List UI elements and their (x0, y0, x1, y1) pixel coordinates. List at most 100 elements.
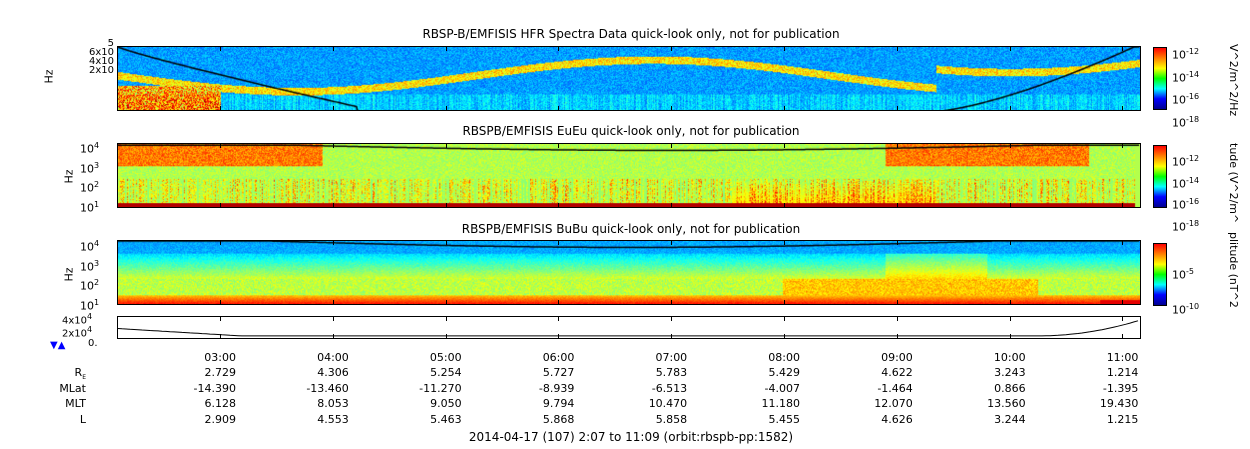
x-tick-mark (332, 334, 334, 339)
ephemeris-value: 5.868 (542, 412, 575, 426)
x-tick-mark (445, 334, 447, 339)
ephemeris-value: 19.430 (1099, 397, 1139, 410)
ephemeris-value: 5.727 (542, 366, 575, 379)
x-tick-mark (220, 106, 221, 111)
bubu-colorbar-ticks: 10-5 10-10 (1172, 267, 1200, 317)
x-tick-label: 11:00 (1106, 351, 1139, 364)
x-tick-mark (671, 203, 673, 208)
hfr-ylabel: Hz (42, 69, 56, 84)
x-tick-mark (558, 46, 560, 51)
x-tick-mark (220, 240, 221, 245)
ephemeris-value: 5.783 (655, 366, 688, 379)
x-tick-mark (671, 300, 673, 305)
ephemeris-value: 1.214 (1106, 366, 1139, 379)
ephemeris-value: -13.460 (306, 381, 349, 395)
x-tick-label: 10:00 (993, 351, 1026, 364)
x-tick-mark (220, 143, 221, 148)
ephemeris-value: 5.463 (430, 412, 462, 426)
x-tick-mark (445, 106, 447, 111)
x-tick-mark (671, 46, 673, 51)
x-tick-mark (896, 143, 898, 148)
ephemeris-value: 6.128 (204, 397, 237, 410)
x-tick-mark (220, 334, 221, 339)
eueu-colorbar (1153, 145, 1167, 208)
x-tick-mark (445, 143, 447, 148)
x-tick-mark (1122, 240, 1124, 245)
orbit-yticks: 4x104 2x104 0. (62, 312, 98, 349)
ephemeris-value: 10.470 (648, 397, 688, 410)
x-tick-mark (896, 240, 898, 245)
x-tick-mark (896, 334, 898, 339)
x-tick-mark (220, 203, 221, 208)
bubu-colorbar (1153, 243, 1167, 306)
ephemeris-value: -1.395 (1102, 381, 1139, 395)
x-tick-mark (1009, 334, 1011, 339)
ephemeris-value: -11.270 (419, 381, 462, 395)
x-tick-mark (896, 203, 898, 208)
ephemeris-value: 2.909 (204, 412, 237, 426)
x-tick-mark (784, 240, 785, 245)
ephemeris-row-label: MLat (59, 381, 86, 395)
ephemeris-value: -8.939 (538, 381, 575, 395)
hfr-yticks: 5 6x10 4x10 2x10 (88, 38, 114, 76)
ephemeris-row-label: L (79, 412, 86, 426)
hfr-colorbar-ticks: 10-12 10-14 10-16 10-18 (1172, 47, 1200, 130)
x-tick-mark (220, 316, 221, 321)
eueu-colorbar-label: tude (V^2/m^ (1227, 143, 1240, 224)
ephemeris-value: 12.070 (874, 397, 913, 410)
x-tick-mark (1122, 203, 1124, 208)
navigation-arrows-icon[interactable]: ▼▲ (50, 340, 66, 351)
ephemeris-value: 4.306 (317, 366, 349, 379)
orbit-line-panel (117, 316, 1141, 339)
x-tick-mark (896, 300, 898, 305)
ephemeris-value: 4.622 (881, 366, 913, 379)
eueu-ylabel: Hz (62, 169, 76, 184)
x-tick-mark (1122, 300, 1124, 305)
panel-title-eueu: RBSPB/EMFISIS EuEu quick-look only, not … (462, 124, 800, 138)
x-tick-label: 08:00 (768, 351, 800, 364)
ephemeris-value: 9.794 (542, 397, 575, 410)
panel-title-bubu: RBSPB/EMFISIS BuBu quick-look only, not … (461, 222, 801, 236)
x-tick-label: 05:00 (429, 351, 462, 364)
x-tick-mark (671, 106, 673, 111)
x-tick-mark (558, 106, 560, 111)
x-tick-mark (558, 143, 560, 148)
x-tick-mark (220, 300, 221, 305)
x-tick-mark (784, 300, 785, 305)
x-tick-mark (1122, 143, 1124, 148)
x-tick-mark (1009, 316, 1011, 321)
x-tick-mark (445, 316, 447, 321)
x-tick-label: 07:00 (655, 351, 688, 364)
x-tick-mark (784, 316, 785, 321)
eueu-colorbar-ticks: 10-12 10-14 10-16 10-18 (1172, 154, 1200, 234)
x-tick-mark (784, 143, 785, 148)
x-tick-mark (671, 240, 673, 245)
x-tick-mark (1009, 300, 1011, 305)
x-tick-mark (332, 316, 334, 321)
x-tick-mark (445, 240, 447, 245)
ephemeris-value: -14.390 (193, 381, 236, 395)
ephemeris-value: 13.560 (987, 397, 1026, 410)
x-tick-label: 06:00 (542, 351, 575, 364)
ephemeris-value: 0.866 (994, 381, 1026, 395)
x-tick-label: 04:00 (317, 351, 349, 364)
bubu-colorbar-label: plitude (nT^2 (1227, 232, 1240, 308)
x-tick-mark (558, 334, 560, 339)
ephemeris-value: -1.464 (877, 381, 913, 395)
x-tick-mark (671, 334, 673, 339)
x-tick-mark (896, 106, 898, 111)
eueu-spectrogram (117, 143, 1141, 208)
x-tick-mark (1009, 203, 1011, 208)
x-tick-mark (671, 316, 673, 321)
ephemeris-value: 8.053 (317, 397, 349, 410)
x-tick-label: 03:00 (204, 351, 236, 364)
ephemeris-value: 2.729 (204, 366, 237, 379)
x-tick-mark (1009, 106, 1011, 111)
x-tick-mark (558, 203, 560, 208)
time-range-label: 2014-04-17 (107) 2:07 to 11:09 (orbit:rb… (468, 430, 794, 444)
x-tick-mark (784, 106, 785, 111)
eueu-yticks: 104 103 102 101 (80, 141, 100, 215)
ephemeris-value: 5.429 (768, 366, 801, 379)
x-tick-mark (445, 300, 447, 305)
